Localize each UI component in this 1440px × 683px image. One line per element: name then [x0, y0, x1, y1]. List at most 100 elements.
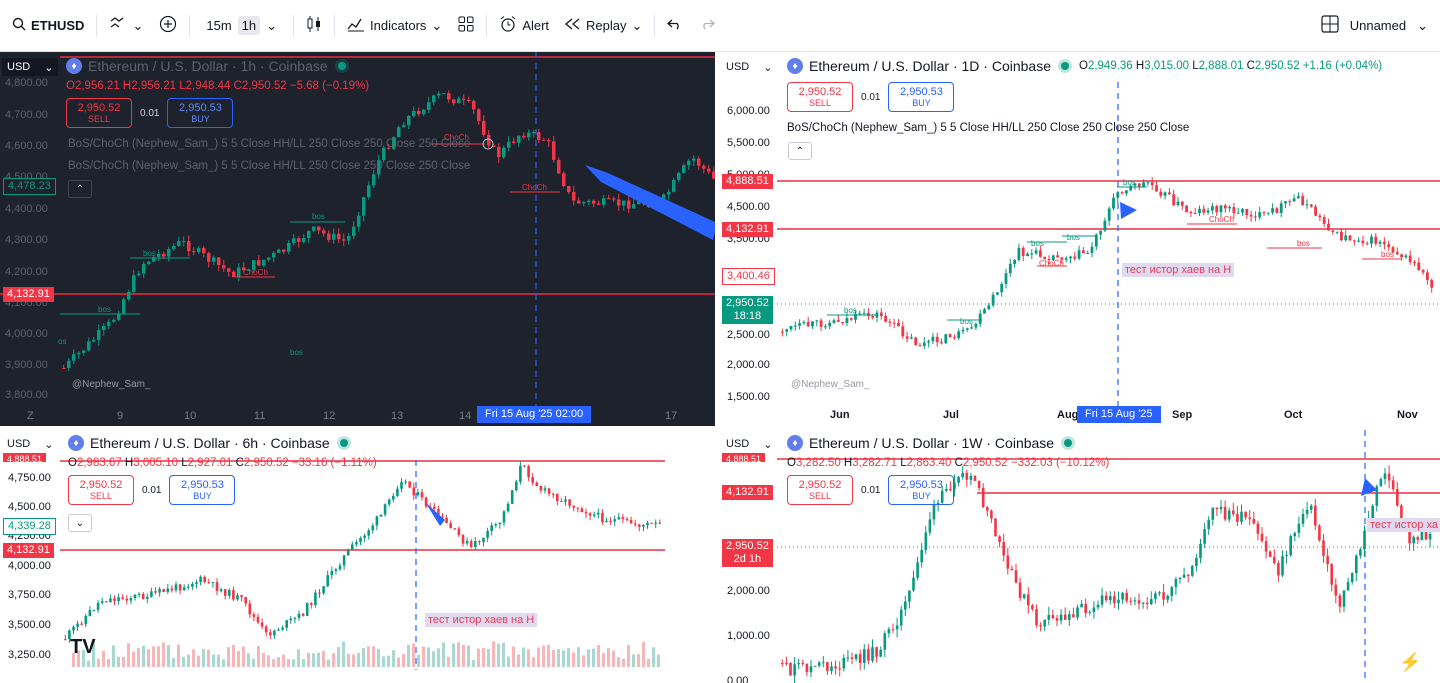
candle — [1150, 182, 1154, 186]
chevron-down-icon[interactable]: ⌄ — [266, 17, 278, 33]
candle — [1159, 191, 1163, 196]
alert-button[interactable]: Alert — [491, 10, 557, 42]
candle — [1215, 507, 1219, 510]
buy-button[interactable]: 2,950.53 BUY — [169, 475, 236, 505]
replay-button[interactable]: Replay ⌄ — [557, 10, 650, 42]
candle — [342, 239, 346, 241]
candle — [244, 597, 247, 604]
candle — [1021, 247, 1025, 257]
buy-button[interactable]: 2,950.53 BUY — [888, 82, 955, 112]
trade-buttons: 2,950.52 SELL 0.01 2,950.53 BUY — [787, 82, 955, 112]
candle — [1026, 253, 1029, 257]
add-symbol-button[interactable] — [151, 10, 185, 42]
candle — [117, 597, 120, 601]
candle — [1258, 212, 1262, 218]
candle — [609, 520, 612, 522]
candle — [375, 516, 379, 526]
candle — [556, 494, 559, 502]
indicators-button[interactable]: Indicators ⌄ — [339, 10, 450, 42]
chart-pane-6h[interactable]: 4,750.00 4,500.00 4,250.00 4,000.00 3,750.00… — [0, 430, 715, 683]
interval-15m[interactable]: 15m — [206, 18, 232, 33]
candle — [310, 603, 313, 606]
candle — [654, 522, 657, 524]
chart-pane-1h[interactable]: 4,800.00 4,700.00 4,600.00 4,500.00 4,400.00… — [0, 52, 715, 426]
chart-canvas-1d[interactable]: 6,000.005,500.005,000.004,500.003,500.00… — [717, 52, 1440, 426]
candle — [346, 550, 350, 556]
indicator-legend[interactable]: BoS/ChoCh (Nephew_Sam_) 5 5 Close HH/LL … — [68, 160, 471, 172]
chart-pane-1w[interactable]: 2,000.00 1,000.00 0.00 USD ⌄ ♦ Ethereum / U… — [717, 430, 1440, 683]
sell-button[interactable]: 2,950.52 SELL — [787, 475, 853, 505]
sell-button[interactable]: 2,950.52 SELL — [68, 475, 134, 505]
tradingview-logo[interactable]: TV — [70, 636, 96, 658]
candle — [338, 565, 342, 570]
volume-bar — [407, 644, 410, 667]
volume-bar — [517, 654, 520, 667]
candle — [357, 215, 361, 227]
currency-selector[interactable]: USD ⌄ — [2, 58, 59, 76]
interval-1h[interactable]: 1h — [237, 16, 261, 35]
volume-bar — [137, 648, 140, 667]
candle — [625, 519, 629, 521]
candle — [1112, 197, 1115, 209]
chart-type-button[interactable] — [298, 10, 330, 42]
chart-canvas-1h[interactable]: 4,800.004,700.004,600.004,500.004,400.00… — [0, 52, 715, 426]
indicator-legend[interactable]: BoS/ChoCh (Nephew_Sam_) 5 5 Close HH/LL … — [68, 138, 471, 150]
buy-button[interactable]: 2,950.53 BUY — [167, 98, 234, 128]
lightning-icon[interactable]: ⚡ — [1399, 652, 1422, 672]
drawing-note[interactable]: тест истор хаев на Н — [1122, 263, 1235, 277]
volume-bar — [152, 646, 155, 667]
candle — [1031, 605, 1034, 610]
candle — [502, 147, 506, 158]
candle — [264, 626, 268, 633]
candle — [187, 240, 191, 252]
chevron-down-icon: ⌄ — [132, 17, 144, 33]
buy-button[interactable]: 2,950.53 BUY — [888, 475, 955, 505]
candle — [109, 598, 112, 603]
volume-bar — [552, 649, 555, 667]
sell-button[interactable]: 2,950.52 SELL — [787, 82, 853, 112]
compare-icon — [109, 17, 127, 34]
volume-bar — [172, 658, 175, 667]
candle — [1262, 212, 1266, 214]
volume-bar — [657, 654, 660, 667]
candle — [322, 230, 326, 234]
structure-label: bos — [312, 212, 325, 221]
volume-bar — [597, 645, 600, 667]
candle — [105, 601, 108, 603]
drawing-note[interactable]: тест истор ха — [1367, 518, 1440, 532]
chart-pane-1d[interactable]: 6,000.005,500.005,000.004,500.003,500.00… — [717, 52, 1440, 426]
candle — [467, 99, 471, 101]
candle — [858, 654, 862, 663]
candle — [607, 198, 611, 200]
templates-button[interactable] — [450, 10, 482, 42]
candle — [1006, 555, 1010, 569]
candle — [515, 481, 518, 491]
collapse-legend-button[interactable]: ⌃ — [788, 142, 812, 160]
chart-canvas-6h[interactable]: 4,750.004,500.004,250.004,000.003,750.00… — [0, 430, 715, 683]
candle — [1117, 599, 1120, 604]
indicator-legend[interactable]: BoS/ChoCh (Nephew_Sam_) 5 5 Close HH/LL … — [787, 122, 1190, 134]
candle — [863, 649, 866, 663]
volume-bar — [467, 645, 470, 667]
currency-selector[interactable]: USD ⌄ — [2, 435, 59, 453]
redo-button[interactable] — [691, 10, 723, 42]
symbol-search[interactable]: ETHUSD — [4, 10, 92, 42]
candle — [879, 312, 883, 317]
candle — [182, 587, 186, 591]
currency-selector[interactable]: USD ⌄ — [721, 58, 778, 76]
price-axis-label: 3,900.00 — [5, 359, 48, 371]
candle — [88, 610, 92, 616]
collapse-legend-button[interactable]: ⌃ — [68, 180, 92, 198]
structure-label: ChoCh — [444, 133, 469, 142]
candle — [1043, 256, 1047, 259]
currency-selector[interactable]: USD ⌄ — [721, 435, 778, 453]
sell-button[interactable]: 2,950.52 SELL — [66, 98, 132, 128]
volume-bar — [562, 650, 565, 667]
layout-selector[interactable]: Unnamed ⌄ — [1313, 10, 1436, 42]
drawing-note[interactable]: тест истор хаев на Н — [425, 613, 538, 627]
undo-button[interactable] — [659, 10, 691, 42]
compare-menu[interactable]: ⌄ — [101, 10, 151, 42]
candle — [277, 249, 281, 253]
chevron-down-icon: ⌄ — [763, 61, 773, 74]
collapse-legend-button[interactable]: ⌄ — [68, 514, 92, 532]
